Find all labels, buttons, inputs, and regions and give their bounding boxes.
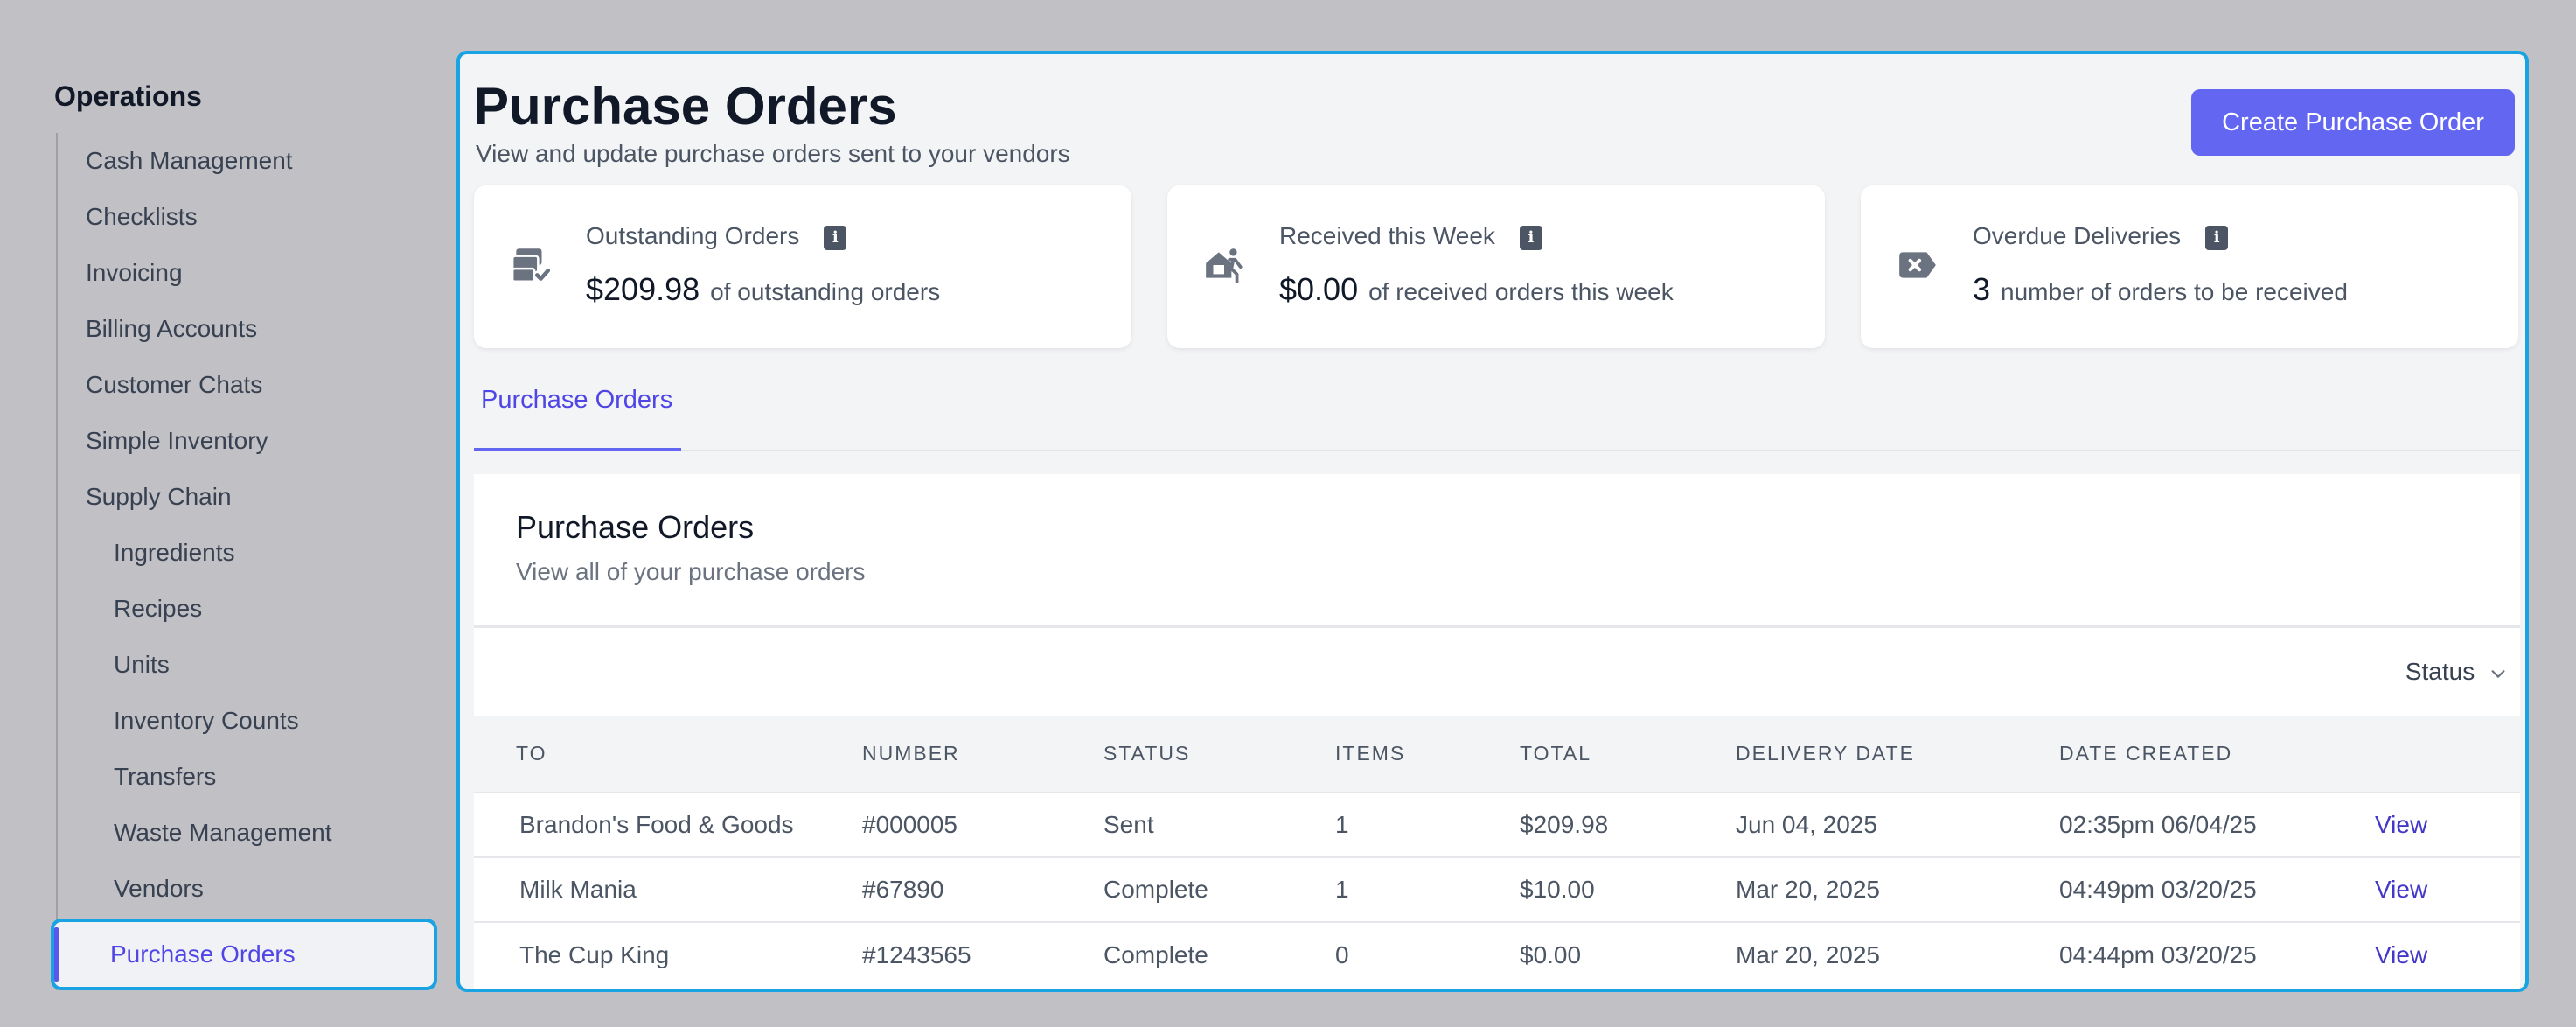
view-link[interactable]: View — [2375, 811, 2428, 838]
table-header-row: TO NUMBER STATUS ITEMS TOTAL DELIVERY DA… — [474, 716, 2520, 793]
table-row[interactable]: Milk Mania #67890 Complete 1 $10.00 Mar … — [474, 857, 2520, 922]
sidebar-item-customer-chats[interactable]: Customer Chats — [86, 371, 263, 398]
sidebar-item-waste-management[interactable]: Waste Management — [114, 819, 332, 846]
cell-number: #1243565 — [862, 940, 971, 968]
tab-bar: Purchase Orders — [474, 369, 2520, 451]
stat-label-received-this-week: Received this Week — [1279, 222, 1495, 249]
view-link[interactable]: View — [2375, 876, 2428, 903]
cell-total: $0.00 — [1520, 940, 1582, 968]
sidebar-item-transfers[interactable]: Transfers — [114, 763, 217, 790]
sidebar-item-invoicing[interactable]: Invoicing — [86, 259, 183, 286]
card-subtitle: View all of your purchase orders — [516, 558, 866, 585]
status-filter-dropdown[interactable]: Status — [2405, 653, 2508, 691]
cancel-tag-icon — [1899, 252, 1936, 278]
purchase-orders-card: Purchase Orders View all of your purchas… — [474, 474, 2520, 989]
cell-to: Milk Mania — [519, 876, 637, 903]
cell-total: $209.98 — [1520, 811, 1609, 838]
cell-items: 1 — [1335, 811, 1349, 838]
stat-card-overdue-deliveries: Overdue Deliveries i 3 number of orders to… — [1861, 185, 2518, 348]
stat-desc-overdue-deliveries: number of orders to be received — [2001, 278, 2348, 305]
page-subtitle: View and update purchase orders sent to … — [476, 140, 1070, 167]
filter-bar: Status — [474, 628, 2520, 716]
card-header: Purchase Orders View all of your purchas… — [474, 474, 2520, 628]
column-header-items[interactable]: ITEMS — [1335, 742, 1406, 765]
sidebar-item-simple-inventory[interactable]: Simple Inventory — [86, 427, 268, 454]
cell-date-created: 04:44pm 03/20/25 — [2059, 940, 2257, 968]
table-row[interactable]: The Cup King #1243565 Complete 0 $0.00 M… — [474, 922, 2520, 987]
view-link[interactable]: View — [2375, 940, 2428, 968]
cell-items: 1 — [1335, 876, 1349, 903]
status-filter-label: Status — [2405, 658, 2475, 685]
sidebar-item-supply-chain[interactable]: Supply Chain — [86, 483, 232, 510]
sidebar-item-units[interactable]: Units — [114, 651, 170, 678]
column-header-total[interactable]: TOTAL — [1520, 742, 1591, 765]
stat-value-overdue-deliveries: 3 — [1973, 271, 1991, 307]
cell-delivery-date: Mar 20, 2025 — [1736, 876, 1880, 903]
create-purchase-order-button[interactable]: Create Purchase Order — [2191, 89, 2515, 156]
card-title: Purchase Orders — [516, 509, 755, 545]
sidebar-heading: Operations — [54, 80, 202, 112]
cell-status: Sent — [1104, 811, 1154, 838]
column-header-status[interactable]: STATUS — [1104, 742, 1191, 765]
sidebar-item-inventory-counts[interactable]: Inventory Counts — [114, 707, 299, 734]
cell-items: 0 — [1335, 940, 1349, 968]
stat-desc-received-this-week: of received orders this week — [1368, 278, 1674, 305]
sidebar-item-billing-accounts[interactable]: Billing Accounts — [86, 315, 258, 342]
purchase-orders-table: TO NUMBER STATUS ITEMS TOTAL DELIVERY DA… — [474, 716, 2520, 987]
cell-date-created: 02:35pm 06/04/25 — [2059, 811, 2257, 838]
sidebar-item-checklists[interactable]: Checklists — [86, 203, 198, 230]
main-panel: Purchase Orders View and update purchase… — [456, 51, 2529, 992]
cell-to: Brandon's Food & Goods — [519, 811, 794, 838]
cell-number: #67890 — [862, 876, 944, 903]
sidebar-item-recipes[interactable]: Recipes — [114, 595, 203, 622]
delivery-box-icon — [1206, 248, 1243, 283]
cell-delivery-date: Jun 04, 2025 — [1736, 811, 1877, 838]
sidebar: Operations Cash Management Checklists In… — [51, 77, 439, 990]
sidebar-item-cash-management[interactable]: Cash Management — [86, 147, 293, 174]
column-header-to[interactable]: TO — [516, 742, 547, 765]
stat-card-received-this-week: Received this Week i $0.00 of received ord… — [1167, 185, 1825, 348]
page-title: Purchase Orders — [474, 77, 897, 136]
cell-delivery-date: Mar 20, 2025 — [1736, 940, 1880, 968]
cell-status: Complete — [1104, 876, 1208, 903]
info-icon[interactable]: i — [2205, 225, 2229, 250]
info-icon[interactable]: i — [1519, 225, 1542, 250]
nav-tree: Cash Management Checklists Invoicing Bil… — [51, 133, 439, 990]
stats-row: Outstanding Orders i $209.98 of outstandin… — [474, 185, 2520, 348]
cell-total: $10.00 — [1520, 876, 1595, 903]
stat-card-outstanding-orders: Outstanding Orders i $209.98 of outstandin… — [474, 185, 1131, 348]
column-header-date-created[interactable]: DATE CREATED — [2059, 742, 2233, 765]
column-header-delivery-date[interactable]: DELIVERY DATE — [1736, 742, 1915, 765]
chevron-down-icon — [2491, 669, 2505, 678]
sidebar-item-vendors[interactable]: Vendors — [114, 875, 204, 902]
column-header-actions — [2375, 716, 2520, 793]
stat-label-outstanding-orders: Outstanding Orders — [586, 222, 800, 249]
tab-purchase-orders[interactable]: Purchase Orders — [474, 369, 681, 451]
cell-number: #000005 — [862, 811, 958, 838]
stat-desc-outstanding-orders: of outstanding orders — [710, 278, 941, 305]
cell-status: Complete — [1104, 940, 1208, 968]
info-icon[interactable]: i — [824, 225, 847, 250]
sidebar-item-purchase-orders[interactable]: Purchase Orders — [51, 919, 437, 990]
stat-value-outstanding-orders: $209.98 — [586, 271, 700, 307]
column-header-number[interactable]: NUMBER — [862, 742, 960, 765]
sidebar-item-ingredients[interactable]: Ingredients — [114, 539, 235, 566]
stat-label-overdue-deliveries: Overdue Deliveries — [1973, 222, 2182, 249]
money-stack-icon — [511, 248, 551, 283]
cell-date-created: 04:49pm 03/20/25 — [2059, 876, 2257, 903]
cell-to: The Cup King — [519, 940, 670, 968]
stat-value-received-this-week: $0.00 — [1279, 271, 1359, 307]
table-row[interactable]: Brandon's Food & Goods #000005 Sent 1 $2… — [474, 793, 2520, 857]
